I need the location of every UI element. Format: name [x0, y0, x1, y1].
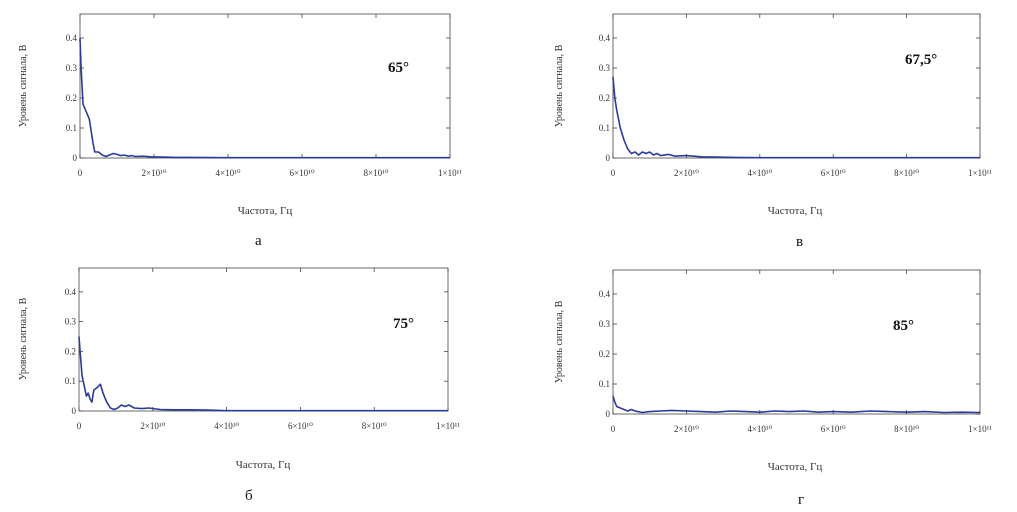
x-tick-label: 0 [77, 421, 82, 431]
y-axis-label: Уровень сигнала, В [18, 297, 29, 380]
caption-g: г [798, 492, 805, 508]
series-line [612, 395, 981, 414]
x-axis-label: Частота, Гц [238, 205, 293, 217]
x-tick-label: 1×10¹¹ [438, 168, 462, 178]
x-tick-label: 6×10¹⁰ [290, 168, 315, 178]
angle-annotation: 67,5° [905, 52, 937, 68]
x-tick-label: 6×10¹⁰ [821, 168, 846, 178]
caption-b: б [245, 488, 253, 504]
y-tick-label: 0.3 [599, 63, 611, 73]
y-tick-label: 0.3 [599, 319, 611, 329]
x-tick-label: 0 [611, 424, 616, 434]
caption-a: а [255, 233, 262, 249]
series-line [78, 336, 448, 412]
y-tick-label: 0.4 [599, 33, 611, 43]
x-tick-label: 8×10¹⁰ [364, 168, 389, 178]
x-tick-label: 8×10¹⁰ [894, 424, 919, 434]
x-tick-label: 0 [611, 168, 616, 178]
y-tick-label: 0 [72, 406, 77, 416]
x-tick-label: 1×10¹¹ [968, 424, 992, 434]
x-tick-label: 2×10¹⁰ [140, 421, 165, 431]
x-tick-label: 1×10¹¹ [436, 421, 460, 431]
y-tick-label: 0.4 [66, 33, 78, 43]
series-line [612, 76, 980, 159]
plot-frame [78, 267, 449, 412]
x-tick-label: 4×10¹⁰ [747, 424, 772, 434]
y-axis-label: Уровень сигнала, В [554, 44, 565, 127]
x-tick-label: 8×10¹⁰ [894, 168, 919, 178]
plot-frame [612, 269, 981, 415]
x-tick-label: 1×10¹¹ [968, 168, 992, 178]
caption-v: в [796, 234, 804, 250]
y-axis-label: Уровень сигнала, В [554, 300, 565, 383]
y-tick-label: 0.2 [66, 93, 77, 103]
x-tick-label: 6×10¹⁰ [821, 424, 846, 434]
x-tick-label: 8×10¹⁰ [362, 421, 387, 431]
angle-annotation: 65° [388, 60, 409, 76]
x-tick-label: 0 [78, 168, 83, 178]
x-axis-label: Частота, Гц [236, 459, 291, 471]
x-axis-label: Частота, Гц [768, 461, 823, 473]
y-axis-label: Уровень сигнала, В [18, 44, 29, 127]
y-tick-label: 0 [606, 153, 611, 163]
y-tick-label: 0.3 [65, 317, 77, 327]
x-tick-label: 4×10¹⁰ [747, 168, 772, 178]
y-tick-label: 0.1 [599, 379, 610, 389]
x-tick-label: 6×10¹⁰ [288, 421, 313, 431]
angle-annotation: 75° [393, 316, 414, 332]
plot-frame [79, 13, 451, 159]
y-tick-label: 0 [606, 409, 611, 419]
y-tick-label: 0.2 [599, 349, 610, 359]
y-tick-label: 0.1 [599, 123, 610, 133]
y-tick-label: 0 [73, 153, 78, 163]
x-tick-label: 4×10¹⁰ [216, 168, 241, 178]
y-tick-label: 0.4 [65, 287, 77, 297]
y-tick-label: 0.2 [599, 93, 610, 103]
x-tick-label: 2×10¹⁰ [674, 168, 699, 178]
y-tick-label: 0.1 [65, 376, 76, 386]
y-tick-label: 0.1 [66, 123, 77, 133]
y-tick-label: 0.3 [66, 63, 78, 73]
x-tick-label: 2×10¹⁰ [142, 168, 167, 178]
y-tick-label: 0.4 [599, 289, 611, 299]
angle-annotation: 85° [893, 318, 914, 334]
x-tick-label: 2×10¹⁰ [674, 424, 699, 434]
y-tick-label: 0.2 [65, 346, 76, 356]
series-line [79, 37, 450, 159]
x-tick-label: 4×10¹⁰ [214, 421, 239, 431]
x-axis-label: Частота, Гц [768, 205, 823, 217]
